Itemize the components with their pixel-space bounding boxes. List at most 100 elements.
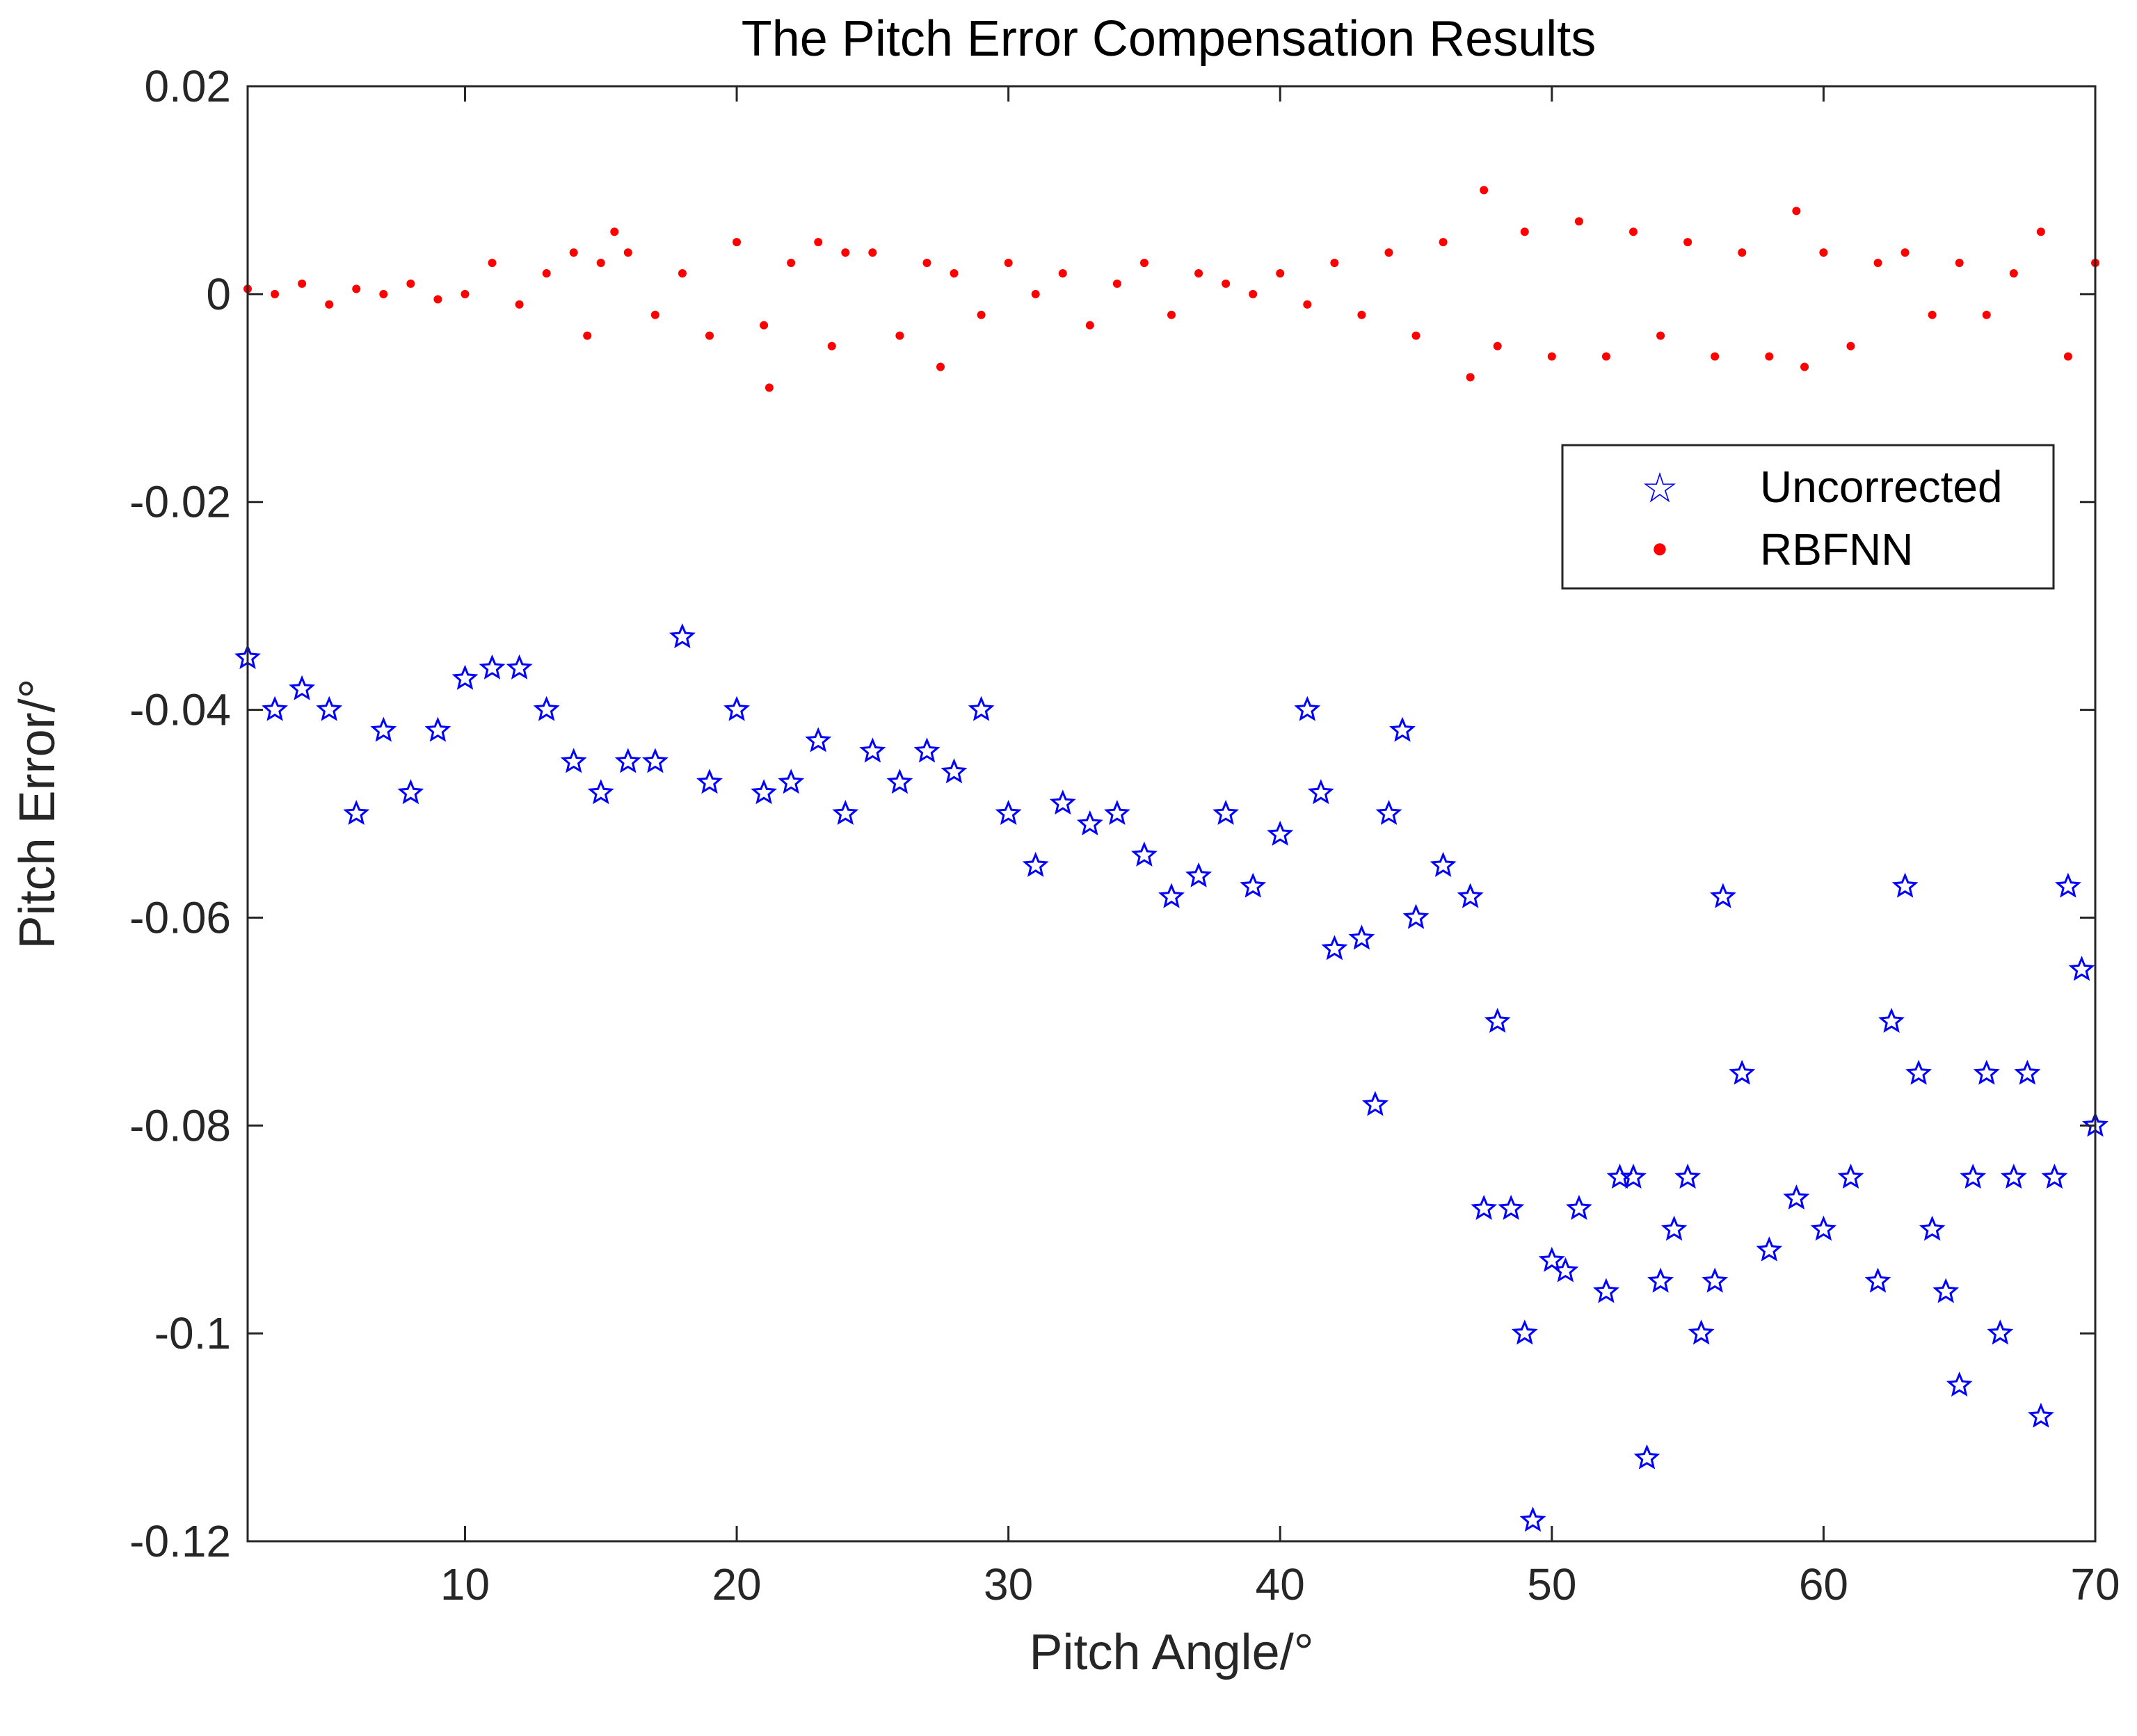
uncorrected-point — [424, 716, 451, 742]
rbfnn-point — [1520, 227, 1529, 236]
uncorrected-point — [1471, 1194, 1498, 1220]
rbfnn-point — [650, 310, 659, 319]
uncorrected-point — [1294, 696, 1321, 721]
uncorrected-point — [1633, 1444, 1660, 1470]
rbfnn-point — [1480, 186, 1489, 195]
rbfnn-point — [1765, 352, 1774, 361]
uncorrected-point — [397, 779, 424, 805]
rbfnn-point — [1139, 259, 1148, 268]
uncorrected-point — [995, 800, 1022, 826]
rbfnn-point — [678, 268, 687, 278]
uncorrected-point — [886, 769, 913, 794]
rbfnn-point — [1656, 331, 1665, 340]
uncorrected-point — [1538, 1246, 1565, 1272]
uncorrected-point — [533, 696, 560, 721]
rbfnn-point — [1303, 300, 1312, 309]
rbfnn-point — [1873, 259, 1882, 268]
uncorrected-point — [2014, 1059, 2041, 1085]
uncorrected-point — [1620, 1164, 1647, 1189]
rbfnn-point — [271, 289, 280, 298]
rbfnn-point — [1574, 217, 1583, 226]
uncorrected-point — [1212, 800, 1240, 826]
rbfnn-point — [868, 248, 877, 257]
rbfnn-point — [1800, 362, 1809, 371]
rbfnn-point — [1411, 331, 1420, 340]
rbfnn-point — [950, 268, 959, 278]
uncorrected-point — [1973, 1059, 2000, 1085]
legend-label-rbfnn: RBFNN — [1760, 524, 1913, 574]
uncorrected-point — [1864, 1267, 1891, 1293]
rbfnn-point — [1194, 268, 1203, 278]
uncorrected-point — [669, 623, 696, 649]
legend-dot-icon: • — [1647, 527, 1672, 575]
uncorrected-point — [1566, 1194, 1592, 1220]
rbfnn-point — [1493, 341, 1502, 351]
uncorrected-point — [913, 737, 941, 763]
rbfnn-point — [583, 331, 592, 340]
uncorrected-point — [696, 769, 723, 794]
series-layer — [234, 186, 2108, 1532]
uncorrected-point — [1022, 851, 1049, 877]
uncorrected-point — [1960, 1164, 1987, 1189]
rbfnn-point — [1711, 352, 1720, 361]
uncorrected-point — [2000, 1164, 2027, 1189]
rbfnn-point — [765, 383, 774, 392]
uncorrected-point — [1919, 1215, 1946, 1241]
uncorrected-point — [1076, 810, 1103, 836]
rbfnn-point — [488, 259, 497, 268]
rbfnn-point — [1357, 310, 1366, 319]
rbfnn-point — [1439, 238, 1448, 247]
rbfnn-point — [1276, 268, 1285, 278]
uncorrected-point — [1402, 903, 1430, 929]
uncorrected-point — [1891, 872, 1919, 898]
x-tick-label: 10 — [440, 1559, 490, 1609]
uncorrected-point — [560, 748, 587, 773]
rbfnn-point — [2063, 352, 2072, 361]
rbfnn-point — [1955, 259, 1964, 268]
uncorrected-point — [1878, 1008, 1905, 1033]
uncorrected-point — [1484, 1007, 1511, 1033]
uncorrected-point — [1837, 1164, 1864, 1189]
plot-frame — [246, 85, 2097, 1543]
series-uncorrected — [234, 623, 2108, 1532]
uncorrected-point — [1511, 1319, 1538, 1345]
uncorrected-point — [1307, 779, 1334, 805]
uncorrected-point — [968, 696, 995, 721]
rbfnn-point — [2036, 227, 2045, 236]
rbfnn-point — [1982, 310, 1991, 319]
rbfnn-point — [1900, 248, 1910, 257]
x-axis-title: Pitch Angle/° — [1029, 1625, 1313, 1680]
uncorrected-point — [2054, 872, 2081, 898]
uncorrected-point — [1674, 1164, 1702, 1189]
rbfnn-point — [352, 284, 361, 294]
uncorrected-point — [778, 769, 805, 794]
uncorrected-point — [805, 727, 832, 753]
uncorrected-point — [1240, 872, 1267, 898]
uncorrected-point — [641, 748, 669, 773]
rbfnn-point — [569, 248, 578, 257]
rbfnn-point — [1819, 248, 1828, 257]
y-axis-title: Pitch Error/° — [10, 679, 65, 949]
uncorrected-point — [1375, 800, 1402, 826]
rbfnn-point — [433, 295, 442, 304]
rbfnn-point — [1384, 248, 1393, 257]
rbfnn-point — [1249, 289, 1258, 298]
rbfnn-point — [1112, 279, 1121, 288]
y-tick-label: -0.04 — [129, 685, 231, 735]
uncorrected-point — [1552, 1257, 1579, 1283]
rbfnn-point — [760, 321, 769, 330]
uncorrected-point — [262, 696, 289, 721]
uncorrected-point — [751, 779, 778, 805]
uncorrected-point — [1710, 883, 1736, 908]
uncorrected-point — [1592, 1278, 1619, 1303]
rbfnn-point — [1792, 207, 1801, 216]
uncorrected-point — [506, 654, 533, 680]
rbfnn-point — [977, 310, 986, 319]
uncorrected-point — [1519, 1506, 1546, 1532]
uncorrected-point — [2068, 956, 2095, 981]
x-tick-label: 60 — [1799, 1559, 1848, 1609]
rbfnn-point — [1222, 279, 1231, 288]
rbfnn-point — [814, 238, 823, 247]
y-tick-label: -0.06 — [129, 892, 231, 942]
x-tick-label: 50 — [1527, 1559, 1576, 1609]
